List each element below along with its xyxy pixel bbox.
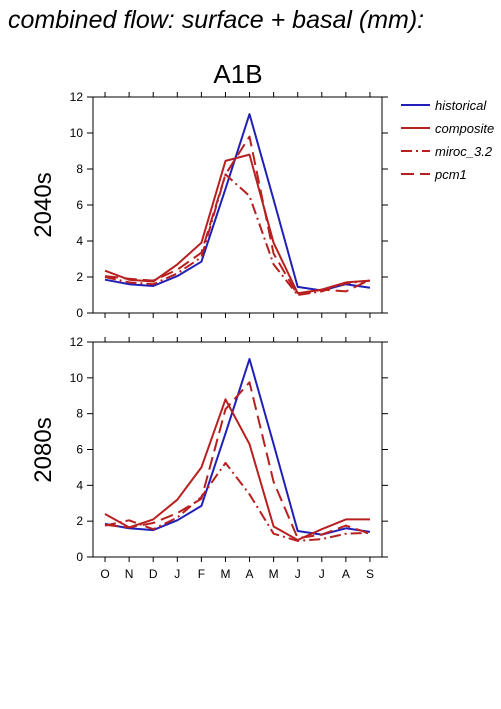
y-tick-label: 12: [70, 90, 84, 104]
legend-label: miroc_3.2: [435, 144, 493, 159]
y-tick-label: 2: [76, 514, 83, 528]
x-tick-label: F: [198, 567, 205, 581]
scenario-title: A1B: [213, 59, 262, 89]
x-tick-label: S: [366, 567, 374, 581]
x-tick-label: M: [269, 567, 279, 581]
y-tick-label: 4: [76, 478, 83, 492]
x-tick-label: J: [319, 567, 325, 581]
legend-label: composite: [435, 121, 494, 136]
panel-label: 2080s: [30, 417, 57, 482]
series-line-miroc-3-2: [104, 173, 371, 296]
panel-2040s: 0 2 4 6 8 10 12 2040s: [30, 90, 388, 320]
legend-label: historical: [435, 98, 487, 113]
y-tick-label: 2: [76, 270, 83, 284]
y-tick-label: 0: [76, 550, 83, 564]
series-line-historical: [104, 113, 371, 292]
series-line-miroc-3-2: [104, 461, 371, 542]
page-title: combined flow: surface + basal (mm):: [8, 6, 425, 34]
x-tick-label: M: [220, 567, 230, 581]
legend: historical composite miroc_3.2 pcm1: [401, 98, 494, 182]
series-line-composite: [104, 398, 370, 541]
y-tick-label: 10: [70, 371, 84, 385]
legend-label: pcm1: [434, 167, 467, 182]
series-line-pcm1: [104, 135, 371, 296]
x-tick-label: N: [125, 567, 134, 581]
x-tick-label: J: [174, 567, 180, 581]
y-tick-label: 4: [76, 234, 83, 248]
panel-label: 2040s: [30, 172, 57, 237]
y-tick-label: 6: [76, 198, 83, 212]
series-line-pcm1: [104, 381, 371, 540]
x-tick-label: O: [100, 567, 109, 581]
y-tick-label: 0: [76, 306, 83, 320]
x-tick-label: A: [342, 567, 350, 581]
series-line-historical: [104, 358, 371, 536]
y-tick-label: 10: [70, 126, 84, 140]
y-tick-label: 8: [76, 407, 83, 421]
y-tick-label: 12: [70, 335, 84, 349]
x-tick-label: J: [295, 567, 301, 581]
panel-2080s: 0 2 4 6 8 10 12 O N D J F M A M J J A S 2080s: [30, 335, 388, 581]
series-line-composite: [104, 153, 371, 295]
x-tick-label: A: [246, 567, 254, 581]
x-tick-label: D: [149, 567, 158, 581]
y-tick-label: 6: [76, 443, 83, 457]
y-tick-label: 8: [76, 162, 83, 176]
